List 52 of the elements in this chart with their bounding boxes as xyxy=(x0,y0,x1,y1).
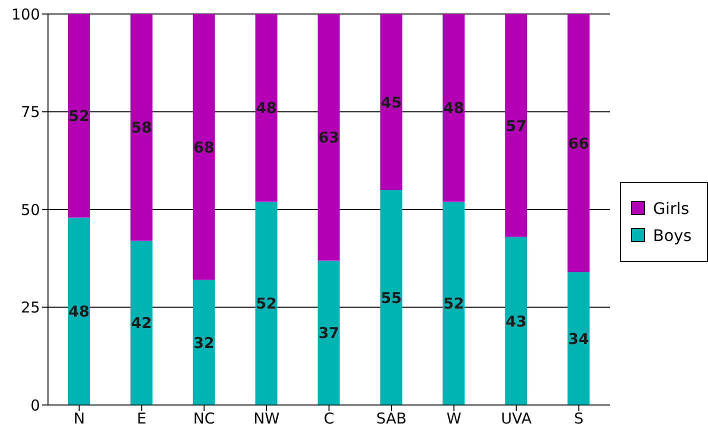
data-label: 52 xyxy=(256,294,277,313)
bar xyxy=(192,14,215,280)
bar xyxy=(130,14,152,241)
bar xyxy=(505,236,528,405)
legend-label: Boys xyxy=(653,226,692,244)
bar xyxy=(68,217,90,405)
data-label: 55 xyxy=(380,288,402,307)
bar xyxy=(505,14,528,237)
data-label: 48 xyxy=(443,99,464,118)
data-label: 48 xyxy=(68,302,90,320)
data-label: 57 xyxy=(506,116,527,135)
y-tick-label: 0 xyxy=(30,396,40,414)
bar xyxy=(130,240,152,405)
data-label: 48 xyxy=(256,99,277,118)
data-label: 34 xyxy=(568,330,589,348)
legend-label: Girls xyxy=(653,198,690,218)
data-label: 43 xyxy=(506,312,527,330)
bar xyxy=(380,190,402,405)
bar xyxy=(68,14,90,218)
bar xyxy=(255,14,278,202)
bar xyxy=(568,272,590,405)
bar xyxy=(192,280,215,405)
bar xyxy=(318,14,340,260)
bar xyxy=(442,202,465,405)
data-label: 52 xyxy=(68,106,90,125)
x-tick-label: S xyxy=(574,410,584,428)
y-tick-label: 25 xyxy=(20,298,40,317)
y-tick-label: 75 xyxy=(20,103,40,122)
y-tick-label: 100 xyxy=(11,5,40,24)
x-tick-label: NC xyxy=(193,410,215,428)
data-label: 52 xyxy=(443,294,464,313)
data-label: 37 xyxy=(318,324,340,342)
x-tick-label: SAB xyxy=(376,410,407,428)
data-label: 45 xyxy=(380,93,402,112)
data-label: 32 xyxy=(193,334,214,352)
bar xyxy=(380,14,402,190)
bar xyxy=(442,14,465,202)
data-label: 42 xyxy=(130,314,152,332)
x-tick-label: UVA xyxy=(501,410,532,428)
y-tick-label: 50 xyxy=(20,200,40,219)
data-label: 68 xyxy=(193,138,214,156)
data-label: 66 xyxy=(568,134,589,152)
x-tick-label: E xyxy=(136,410,146,428)
data-label: 63 xyxy=(318,128,340,146)
bar xyxy=(568,14,590,272)
x-tick-label: C xyxy=(324,410,334,428)
bar xyxy=(255,202,278,405)
x-tick-label: W xyxy=(446,410,462,428)
bar xyxy=(318,260,340,405)
x-tick-label: N xyxy=(74,410,85,428)
x-tick-label: NW xyxy=(254,410,280,428)
data-label: 58 xyxy=(130,118,152,137)
